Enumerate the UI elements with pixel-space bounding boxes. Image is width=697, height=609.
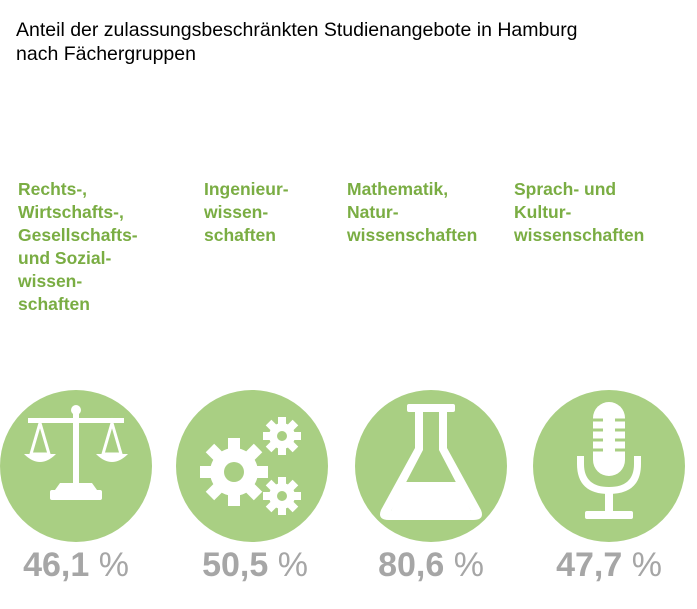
flask-icon [355,390,507,542]
category-label: Mathematik, Natur- wissenschaften [347,179,478,245]
category-column-law: Rechts-, Wirtschafts-, Gesellschafts- un… [18,178,188,316]
category-label: Rechts-, Wirtschafts-, Gesellschafts- un… [18,179,138,314]
category-label: Ingenieur- wissen- schaften [204,179,289,245]
value-label: 47,7 % [556,546,662,584]
chart-title: Anteil der zulassungsbeschränkten Studie… [16,19,578,65]
value-label: 46,1 % [23,546,129,584]
gears-icon [176,390,328,542]
value-label: 80,6 % [378,546,484,584]
category-column-languages: Sprach- und Kultur- wissenschaften [514,178,684,247]
value-label: 50,5 % [202,546,308,584]
category-column-math: Mathematik, Natur- wissenschaften [347,178,517,247]
scales-icon [0,390,152,542]
category-column-engineering: Ingenieur- wissen- schaften [204,178,374,247]
category-label: Sprach- und Kultur- wissenschaften [514,179,645,245]
microphone-icon [533,390,685,542]
